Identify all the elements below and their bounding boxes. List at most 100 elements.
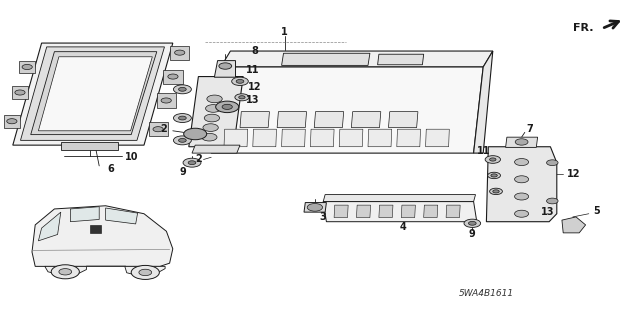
Circle shape	[59, 269, 72, 275]
Polygon shape	[334, 205, 348, 218]
Polygon shape	[163, 70, 182, 84]
Bar	[90, 225, 101, 233]
Polygon shape	[106, 208, 138, 224]
Circle shape	[515, 210, 529, 217]
Polygon shape	[486, 147, 557, 222]
Polygon shape	[351, 112, 381, 128]
Polygon shape	[70, 207, 99, 222]
Polygon shape	[4, 115, 20, 128]
Polygon shape	[446, 205, 460, 218]
Circle shape	[491, 174, 497, 177]
Circle shape	[464, 219, 481, 227]
Circle shape	[488, 172, 500, 179]
Circle shape	[515, 176, 529, 183]
Circle shape	[236, 79, 244, 83]
Circle shape	[173, 114, 191, 122]
Circle shape	[219, 63, 232, 69]
Text: 13: 13	[540, 207, 554, 217]
Polygon shape	[339, 129, 363, 147]
Circle shape	[202, 133, 217, 141]
Circle shape	[22, 64, 32, 70]
Polygon shape	[31, 52, 157, 135]
Circle shape	[207, 95, 222, 103]
Circle shape	[7, 119, 17, 124]
Polygon shape	[323, 195, 476, 202]
Polygon shape	[314, 112, 344, 128]
Text: 9: 9	[179, 167, 186, 177]
Circle shape	[204, 114, 220, 122]
Circle shape	[173, 136, 191, 145]
Text: 2: 2	[195, 154, 202, 165]
Circle shape	[173, 85, 191, 94]
Circle shape	[183, 158, 201, 167]
Circle shape	[168, 74, 178, 79]
Circle shape	[184, 128, 207, 140]
Text: 12: 12	[248, 82, 262, 92]
Polygon shape	[148, 122, 168, 136]
Polygon shape	[388, 112, 418, 128]
Polygon shape	[506, 137, 538, 147]
Circle shape	[515, 193, 529, 200]
Circle shape	[547, 160, 558, 166]
Circle shape	[161, 98, 172, 103]
Circle shape	[490, 158, 496, 161]
Text: 10: 10	[124, 152, 138, 162]
Text: 8: 8	[252, 46, 258, 56]
Circle shape	[235, 94, 249, 101]
Circle shape	[15, 90, 25, 95]
Circle shape	[216, 101, 239, 113]
Polygon shape	[368, 129, 392, 147]
Text: FR.: FR.	[573, 23, 594, 33]
Text: 4: 4	[400, 222, 406, 233]
Text: 11: 11	[476, 145, 490, 156]
Polygon shape	[61, 142, 118, 150]
Polygon shape	[45, 266, 86, 275]
Text: 1: 1	[282, 27, 288, 37]
Polygon shape	[32, 206, 173, 266]
Circle shape	[153, 127, 163, 132]
Polygon shape	[310, 129, 334, 147]
Text: 5WA4B1611: 5WA4B1611	[459, 289, 514, 298]
Polygon shape	[19, 61, 35, 73]
Circle shape	[493, 190, 499, 193]
Polygon shape	[13, 43, 173, 145]
Circle shape	[232, 77, 248, 85]
Polygon shape	[38, 57, 152, 131]
Polygon shape	[240, 112, 269, 128]
Text: 7: 7	[527, 124, 533, 134]
Polygon shape	[12, 86, 28, 99]
Circle shape	[51, 265, 79, 279]
Polygon shape	[224, 129, 248, 147]
Circle shape	[139, 269, 152, 276]
Polygon shape	[426, 129, 449, 147]
Text: 11: 11	[246, 64, 260, 75]
Text: 6: 6	[108, 164, 114, 174]
Circle shape	[175, 50, 185, 55]
Circle shape	[179, 87, 186, 91]
Polygon shape	[282, 129, 305, 147]
Polygon shape	[277, 112, 307, 128]
Text: 12: 12	[567, 169, 581, 179]
Polygon shape	[125, 266, 165, 276]
Polygon shape	[38, 212, 61, 241]
Polygon shape	[424, 205, 438, 218]
Text: 13: 13	[246, 94, 260, 105]
Polygon shape	[170, 46, 189, 60]
Circle shape	[547, 198, 558, 204]
Circle shape	[188, 161, 196, 165]
Text: 5: 5	[594, 206, 600, 216]
Circle shape	[490, 188, 502, 195]
Polygon shape	[189, 77, 243, 147]
Polygon shape	[20, 47, 164, 140]
Polygon shape	[192, 145, 240, 153]
Circle shape	[239, 96, 245, 99]
Polygon shape	[253, 129, 276, 147]
Circle shape	[222, 104, 232, 109]
Text: 2: 2	[160, 124, 166, 134]
Polygon shape	[562, 217, 586, 233]
Polygon shape	[214, 61, 236, 77]
Circle shape	[179, 116, 186, 120]
Polygon shape	[401, 205, 415, 218]
Polygon shape	[356, 205, 371, 218]
Polygon shape	[211, 67, 483, 153]
